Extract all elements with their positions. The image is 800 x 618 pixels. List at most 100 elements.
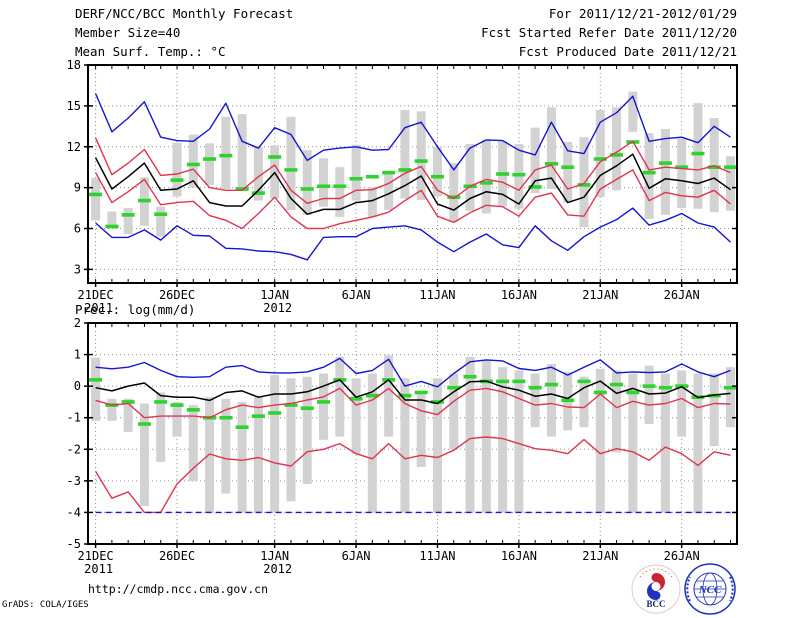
temp-observation-tick bbox=[186, 162, 200, 167]
prec-range-bar bbox=[432, 378, 442, 513]
temp-range-bar bbox=[579, 137, 589, 228]
prec-observation-tick bbox=[235, 425, 249, 429]
temp-range-bar bbox=[546, 107, 556, 189]
prec-range-bar bbox=[123, 398, 133, 432]
temp-range-bar bbox=[302, 150, 312, 215]
bcc-logo: BCC bbox=[631, 564, 681, 614]
temp-observation-tick bbox=[203, 157, 217, 161]
temp-range-bar bbox=[612, 107, 622, 191]
temp-observation-tick bbox=[284, 168, 298, 172]
temp-ensemble-mean-line bbox=[94, 153, 731, 215]
prec-observation-tick bbox=[251, 414, 265, 418]
prec-observation-tick bbox=[398, 393, 412, 398]
prec-observation-tick bbox=[658, 385, 672, 390]
prec-ensemble-max-line bbox=[95, 357, 731, 388]
temp-observation-tick bbox=[707, 165, 721, 169]
prec-range-bar bbox=[107, 398, 117, 421]
prec-range-bar bbox=[644, 365, 654, 425]
temp-observation-tick bbox=[235, 187, 249, 191]
temp-range-bar bbox=[237, 114, 247, 192]
temp-range-bar bbox=[205, 143, 215, 185]
temp-range-bar bbox=[188, 134, 198, 188]
temp-observation-tick bbox=[528, 185, 542, 189]
x-tick-label: 26DEC bbox=[159, 549, 195, 563]
temp-range-bar bbox=[384, 171, 394, 211]
prec-observation-tick bbox=[724, 385, 738, 390]
x-tick-label: 6JAN bbox=[342, 288, 371, 302]
temp-ensemble-max-line bbox=[94, 93, 731, 171]
temp-range-bar bbox=[91, 178, 101, 221]
x-year-label: 2011 bbox=[84, 562, 113, 576]
y-tick-label: -1 bbox=[67, 411, 81, 425]
prec-range-bar bbox=[677, 370, 687, 437]
prec-range-bar bbox=[530, 373, 540, 428]
prec-panel-label: Prec.: log(mm/d) bbox=[75, 302, 196, 317]
prec-observation-tick bbox=[284, 403, 298, 407]
prec-observation-tick bbox=[414, 390, 428, 395]
prec-range-bar bbox=[188, 405, 198, 481]
y-tick-label: 1 bbox=[74, 348, 81, 362]
prec-observation-tick bbox=[593, 390, 607, 395]
temp-frame bbox=[87, 64, 738, 284]
temp-observation-tick bbox=[365, 174, 379, 179]
prec-observation-tick bbox=[268, 411, 282, 415]
temp-range-bar bbox=[367, 186, 377, 217]
temp-observation-tick bbox=[219, 153, 233, 158]
prec-observation-tick bbox=[365, 393, 379, 398]
chart-title: DERF/NCC/BCC Monthly Forecast bbox=[75, 6, 294, 21]
x-tick-label: 21DEC bbox=[78, 549, 114, 563]
prec-range-bar bbox=[302, 376, 312, 485]
x-year-label: 2012 bbox=[263, 301, 292, 315]
prec-range-bar bbox=[319, 373, 329, 440]
x-tick-label: 21JAN bbox=[582, 549, 618, 563]
forecast-range-label: For 2011/12/21-2012/01/29 bbox=[548, 6, 737, 21]
prec-observation-tick bbox=[170, 403, 184, 407]
bcc-logo-text: BCC bbox=[646, 599, 665, 609]
temp-range-bar bbox=[400, 109, 410, 199]
temp-observation-tick bbox=[317, 184, 331, 189]
temp-range-bar bbox=[319, 158, 329, 207]
temp-observation-tick bbox=[89, 192, 103, 197]
temp-observation-tick bbox=[447, 195, 461, 199]
prec-observation-tick bbox=[430, 400, 444, 404]
prec-range-bar bbox=[579, 376, 589, 428]
x-tick-label: 26JAN bbox=[664, 549, 700, 563]
prec-upper-bound-line bbox=[95, 387, 731, 419]
y-tick-label: 9 bbox=[74, 181, 81, 195]
temp-observation-tick bbox=[382, 170, 396, 175]
prec-range-bar bbox=[709, 373, 719, 447]
prec-range-bar bbox=[367, 373, 377, 513]
temp-range-bar bbox=[644, 133, 654, 219]
prec-observation-tick bbox=[317, 400, 331, 404]
temp-lower-bound-line bbox=[94, 169, 731, 230]
prec-range-bar bbox=[481, 359, 491, 513]
x-tick-label: 26JAN bbox=[664, 288, 700, 302]
y-tick-label: -4 bbox=[67, 505, 81, 519]
x-tick-label: 26DEC bbox=[159, 288, 195, 302]
temp-upper-bound-line bbox=[94, 137, 731, 205]
temp-observation-tick bbox=[251, 191, 265, 195]
y-tick-label: 6 bbox=[74, 222, 81, 236]
prec-range-bar bbox=[693, 373, 703, 513]
prec-range-bar bbox=[465, 356, 475, 513]
y-tick-label: 2 bbox=[74, 316, 81, 330]
temp-observation-tick bbox=[105, 224, 119, 229]
y-tick-label: 18 bbox=[67, 58, 81, 72]
y-tick-label: -5 bbox=[67, 537, 81, 551]
x-tick-label: 6JAN bbox=[342, 549, 371, 563]
temp-observation-tick bbox=[398, 168, 412, 172]
prec-observation-tick bbox=[528, 385, 542, 390]
temp-range-bar bbox=[221, 116, 231, 189]
temp-range-bar bbox=[726, 156, 736, 211]
prec-range-bar bbox=[335, 356, 345, 437]
temp-observation-tick bbox=[333, 184, 347, 189]
x-tick-label: 16JAN bbox=[501, 549, 537, 563]
temp-range-bar bbox=[107, 211, 117, 229]
prec-range-bar bbox=[351, 378, 361, 455]
prec-observation-tick bbox=[219, 415, 233, 420]
prec-observation-tick bbox=[447, 385, 461, 390]
ncc-logo: NCC bbox=[684, 563, 736, 615]
temp-range-bar bbox=[335, 167, 345, 217]
temp-observation-tick bbox=[154, 212, 168, 216]
